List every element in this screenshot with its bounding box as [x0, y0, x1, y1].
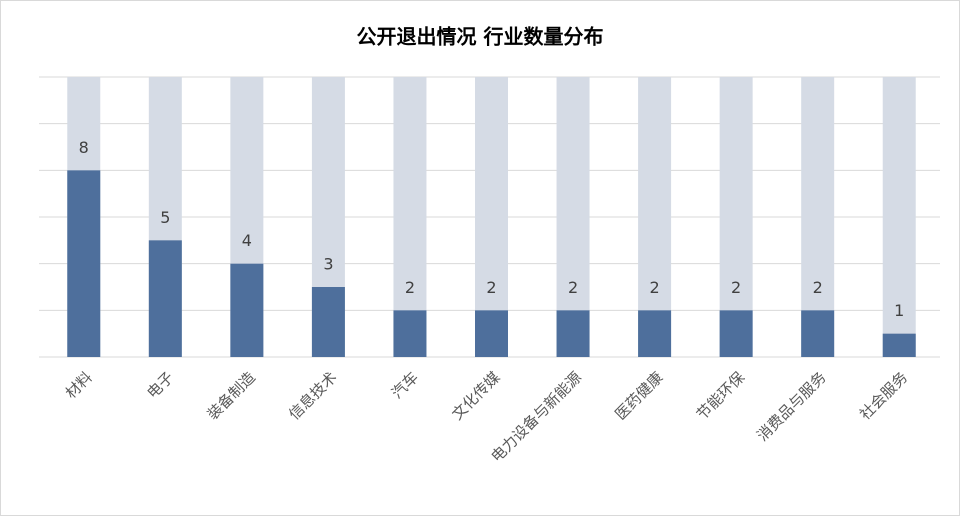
bar — [882, 333, 916, 357]
bar — [719, 310, 753, 357]
value-label: 1 — [894, 301, 904, 320]
value-label: 3 — [323, 255, 333, 274]
bar — [638, 310, 672, 357]
bar — [393, 310, 427, 357]
value-label: 8 — [79, 138, 89, 157]
value-label: 2 — [649, 278, 659, 297]
bar — [801, 310, 835, 357]
bar — [230, 263, 264, 357]
bar-background — [882, 77, 916, 357]
bar — [67, 170, 101, 357]
bar — [148, 240, 182, 357]
value-label: 2 — [405, 278, 415, 297]
chart-title: 公开退出情况 行业数量分布 — [357, 25, 604, 49]
bar — [475, 310, 508, 357]
bar — [311, 287, 345, 357]
value-label: 2 — [813, 278, 823, 297]
value-label: 5 — [160, 208, 170, 227]
value-label: 2 — [731, 278, 741, 297]
value-label: 2 — [568, 278, 578, 297]
bar — [556, 310, 590, 357]
value-label: 4 — [242, 231, 252, 250]
value-label: 2 — [486, 278, 496, 297]
